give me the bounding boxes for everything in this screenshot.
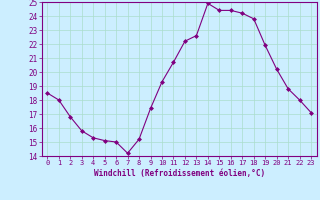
- X-axis label: Windchill (Refroidissement éolien,°C): Windchill (Refroidissement éolien,°C): [94, 169, 265, 178]
